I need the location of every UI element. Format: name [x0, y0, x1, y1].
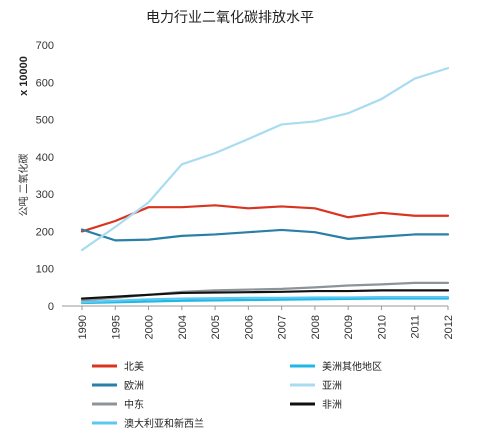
x-tick-label: 2008 — [310, 315, 322, 339]
y-tick-label: 0 — [48, 301, 54, 313]
y-tick-label: 200 — [36, 226, 54, 238]
legend-label-0: 北美 — [124, 360, 144, 373]
y-tick-label: 100 — [36, 264, 54, 276]
x-tick-label: 2011 — [410, 315, 422, 339]
y-tick-label: 700 — [36, 40, 54, 52]
x-tick-label: 2004 — [177, 315, 189, 339]
x-tick-label: 2000 — [144, 315, 156, 339]
x-tick-label: 2007 — [277, 315, 289, 339]
series-line-1 — [80, 297, 450, 305]
series-line-0 — [80, 204, 450, 233]
legend-label-6: 澳大利亚和新西兰 — [124, 417, 204, 430]
series-line-5 — [80, 289, 450, 300]
x-tick-label: 2012 — [443, 315, 455, 339]
legend-label-2: 欧洲 — [124, 380, 144, 392]
x-tick-label: 2006 — [243, 315, 255, 339]
x-tick-label: 2009 — [343, 315, 355, 339]
y-tick-label: 600 — [36, 77, 54, 89]
chart-title: 电力行业二氧化碳排放水平 — [146, 10, 314, 26]
y-unit-label: x 10000 — [18, 56, 30, 96]
series-line-6 — [80, 295, 450, 304]
y-tick-label: 300 — [36, 189, 54, 201]
x-tick-label: 2005 — [210, 315, 222, 339]
x-tick-label: 1995 — [110, 315, 122, 339]
y-axis-label: 公吨 二氧化碳 — [17, 154, 30, 217]
x-tick-label: 2010 — [376, 315, 388, 339]
series-line-3 — [80, 67, 450, 252]
legend-label-4: 中东 — [124, 398, 144, 411]
y-tick-label: 500 — [36, 115, 54, 127]
series-line-2 — [80, 228, 450, 242]
x-tick-label: 1990 — [77, 315, 89, 339]
legend-label-5: 非洲 — [322, 399, 342, 411]
legend-label-1: 美洲其他地区 — [322, 360, 382, 373]
legend-label-3: 亚洲 — [322, 380, 342, 392]
y-tick-label: 400 — [36, 152, 54, 164]
axes: 0 100 200 300 400 500 600 700 1990 1995 2000 2004 20… — [36, 40, 455, 339]
series-lines — [80, 67, 450, 305]
